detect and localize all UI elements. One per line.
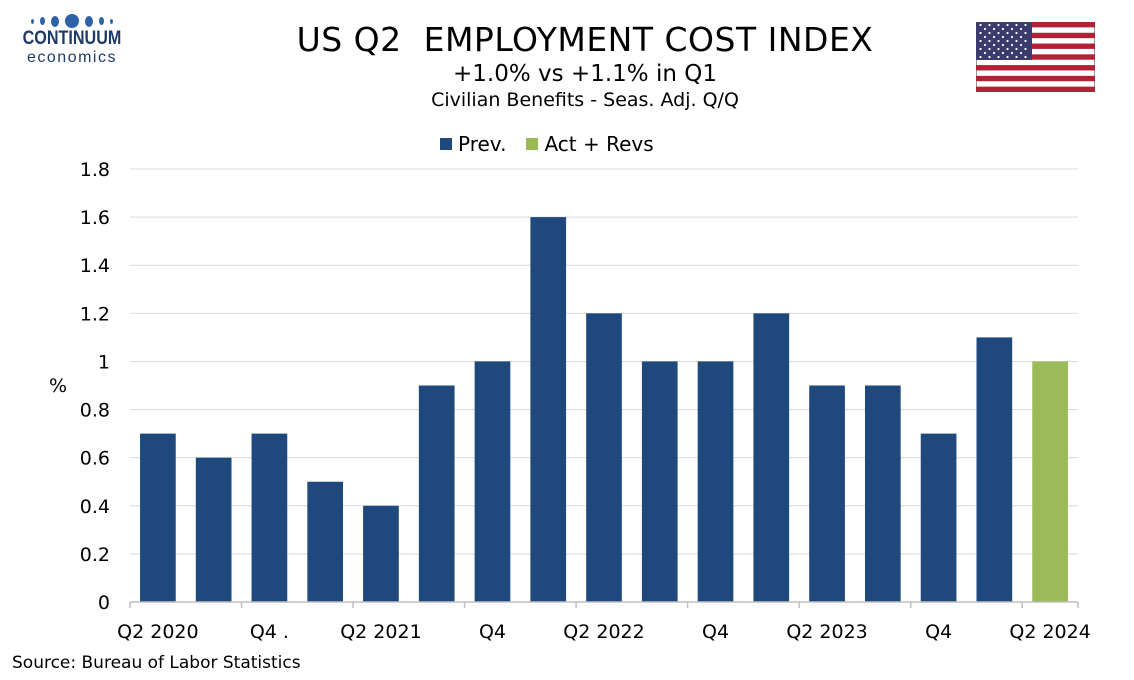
x-tick-label: Q2 2023 — [786, 621, 867, 643]
y-tick-label: 0.4 — [80, 496, 110, 518]
bar-q2-2022 — [586, 313, 622, 602]
bar-q4-2021 — [474, 361, 511, 602]
y-tick-label: 0.2 — [80, 544, 110, 566]
axes: 0 0.2 0.4 0.6 0.8 1 1.2 1.4 1.6 1.8 Q2 2020 Q4 . Q2 … — [80, 159, 1091, 643]
x-tick-label: Q2 2020 — [117, 621, 198, 643]
legend-swatch-act — [526, 138, 539, 150]
bar-q4-2023 — [920, 433, 957, 602]
bar-q3-2021 — [418, 385, 455, 602]
x-tick-label: Q4 — [702, 621, 729, 643]
legend-item-prev: Prev. — [440, 132, 506, 156]
y-axis-label: % — [49, 375, 67, 397]
y-tick-label: 1.2 — [80, 303, 110, 325]
bar-q1-2024 — [976, 337, 1013, 602]
logo-dots — [12, 14, 132, 28]
chart-subtitle: +1.0% vs +1.1% in Q1 — [453, 61, 717, 87]
bar-q1-2021 — [307, 481, 344, 602]
legend-label-prev: Prev. — [458, 132, 507, 156]
title-block: US Q2 EMPLOYMENT COST INDEX +1.0% vs +1.… — [200, 20, 970, 112]
x-tick-label: Q2 2021 — [340, 621, 421, 643]
logo-tagline: economics — [27, 49, 117, 66]
x-tick-label: Q4 — [479, 621, 506, 643]
source-note: Source: Bureau of Labor Statistics — [12, 653, 301, 673]
legend: Prev. Act + Revs — [440, 131, 654, 157]
chart-subtitle-2: Civilian Benefits - Seas. Adj. Q/Q — [431, 89, 739, 111]
y-tick-label: 1.4 — [80, 255, 110, 277]
x-tick-label: Q2 2024 — [1009, 621, 1090, 643]
bars — [140, 217, 1068, 603]
continuum-logo: CONTINUUM economics — [12, 14, 134, 76]
x-tick-label: Q2 2022 — [563, 621, 644, 643]
y-tick-label: 1 — [98, 351, 110, 373]
bar-q1-2022 — [530, 217, 567, 603]
y-tick-label: 1.6 — [80, 207, 110, 229]
bar-q1-2023 — [753, 313, 790, 602]
bar-q4-2022 — [697, 361, 734, 602]
legend-item-act: Act + Revs — [526, 132, 654, 156]
bar-q4-2020 — [251, 433, 288, 602]
us-flag-icon — [976, 22, 1095, 92]
y-tick-label: 0.6 — [80, 448, 110, 470]
bar-q3-2022 — [641, 361, 678, 602]
y-tick-label: 0.8 — [80, 400, 110, 422]
x-tick-label: Q4 . — [250, 621, 289, 643]
bar-q2-2020 — [140, 433, 176, 602]
bar-q3-2020 — [195, 457, 232, 602]
bar-q2-2021 — [363, 505, 399, 602]
chart-title: US Q2 EMPLOYMENT COST INDEX — [296, 20, 874, 59]
legend-label-act: Act + Revs — [544, 132, 654, 156]
bar-q2-2023 — [809, 385, 845, 602]
bar-q3-2023 — [864, 385, 901, 602]
legend-swatch-prev — [440, 138, 452, 150]
y-tick-label: 1.8 — [80, 159, 110, 181]
x-tick-label: Q4 — [925, 621, 952, 643]
y-tick-label: 0 — [98, 592, 110, 614]
logo-name: CONTINUUM — [22, 28, 122, 49]
bar-q2-2024 — [1032, 361, 1068, 602]
